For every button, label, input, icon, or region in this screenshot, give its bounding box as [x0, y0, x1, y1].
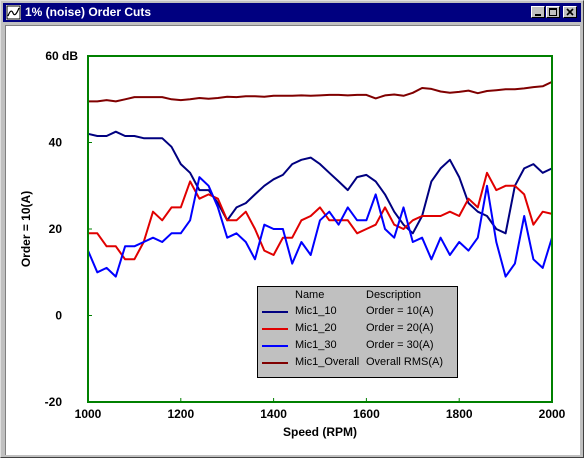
x-tick-label: 1800: [446, 407, 473, 421]
legend-row: Mic1_20 Order = 20(A): [258, 321, 457, 338]
y-tick-label: 40: [49, 136, 63, 150]
legend-series-name: Mic1_20: [295, 322, 337, 334]
legend-swatch: [262, 362, 288, 364]
legend-series-name: Mic1_10: [295, 305, 337, 317]
series-line-mic1-overall: [88, 80, 553, 103]
series-line-mic1-20: [88, 171, 553, 261]
legend-swatch: [262, 328, 288, 330]
x-tick-label: 1200: [167, 407, 194, 421]
series-line-mic1-30: [87, 176, 553, 278]
legend-swatch: [262, 345, 288, 347]
title-bar[interactable]: 1% (noise) Order Cuts: [3, 3, 581, 22]
legend-series-description: Order = 20(A): [366, 322, 434, 334]
minimize-button[interactable]: [531, 6, 545, 18]
maximize-button[interactable]: [546, 6, 560, 18]
legend-series-description: Order = 30(A): [366, 339, 434, 351]
x-tick-label: 1400: [260, 407, 287, 421]
legend-row: Mic1_Overall Overall RMS(A): [258, 355, 457, 372]
legend-series-description: Overall RMS(A): [366, 356, 444, 368]
chart-area: 1000 1200 1400 1600 1800 2000 -20 0 20 40 60 dB Sp…: [5, 25, 580, 455]
chart-app-icon[interactable]: [6, 5, 21, 20]
series-line-mic1-10: [87, 130, 553, 235]
y-tick-label: 0: [55, 309, 62, 323]
legend-swatch: [262, 311, 288, 313]
window-title: 1% (noise) Order Cuts: [25, 5, 152, 19]
legend-series-description: Order = 10(A): [366, 305, 434, 317]
close-icon: [566, 8, 574, 16]
legend-series-name: Mic1_Overall: [295, 356, 360, 368]
legend-row: Mic1_30 Order = 30(A): [258, 338, 457, 355]
x-tick-label: 2000: [539, 407, 566, 421]
order-cuts-chart: 1000 1200 1400 1600 1800 2000 -20 0 20 40 60 dB Sp…: [19, 49, 566, 439]
maximize-icon: [549, 8, 557, 16]
legend-header-name: Name: [295, 289, 325, 301]
y-tick-label: 60 dB: [45, 49, 78, 63]
x-tick-label: 1000: [75, 407, 102, 421]
legend-header-description: Description: [366, 289, 422, 301]
y-axis-label: Order = 10(A): [19, 191, 33, 267]
minimize-icon: [535, 14, 541, 16]
legend: Name Description Mic1_10 Order = 10(A) M…: [257, 286, 458, 378]
y-tick-label: 20: [49, 222, 63, 236]
x-axis-label: Speed (RPM): [283, 425, 357, 439]
x-tick-label: 1600: [353, 407, 380, 421]
legend-row: Mic1_10 Order = 10(A): [258, 304, 457, 321]
close-button[interactable]: [563, 6, 577, 18]
legend-series-name: Mic1_30: [295, 339, 337, 351]
y-tick-label: -20: [45, 395, 63, 409]
